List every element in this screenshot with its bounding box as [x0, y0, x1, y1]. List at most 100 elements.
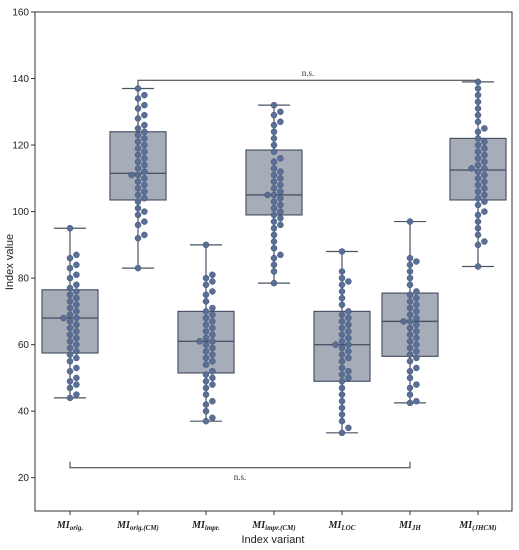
- boxes-layer: [41, 78, 507, 437]
- data-point: [202, 328, 210, 335]
- data-point: [202, 321, 210, 328]
- data-point: [481, 178, 488, 185]
- data-point: [134, 178, 142, 185]
- data-point: [66, 298, 74, 305]
- y-tick-label: 60: [18, 340, 30, 351]
- data-point: [209, 414, 216, 422]
- x-tick-label: MIorig.: [56, 520, 83, 532]
- data-point: [474, 168, 482, 175]
- data-point: [413, 301, 420, 308]
- data-point: [481, 158, 488, 165]
- data-point: [141, 155, 148, 162]
- data-point: [338, 371, 346, 378]
- data-point: [73, 348, 80, 355]
- data-point: [66, 318, 74, 325]
- data-point: [66, 384, 74, 392]
- data-point: [474, 263, 482, 270]
- data-point: [345, 308, 352, 315]
- data-point: [406, 331, 414, 338]
- box-group: [245, 101, 303, 287]
- data-point: [338, 351, 346, 358]
- data-point: [270, 185, 278, 192]
- x-tick-label: MIorig.(CM): [116, 520, 159, 532]
- data-point: [406, 304, 414, 312]
- y-tick-label: 160: [12, 8, 29, 19]
- data-point: [66, 304, 74, 312]
- data-point: [73, 328, 80, 335]
- data-point: [141, 128, 148, 136]
- data-point: [134, 138, 142, 145]
- data-point: [481, 165, 488, 172]
- data-point: [406, 261, 414, 269]
- x-tick-label: MIJH: [398, 520, 421, 532]
- data-point: [66, 224, 74, 232]
- x-tick-label: MILOC: [328, 520, 356, 532]
- data-point: [270, 191, 278, 199]
- data-point: [338, 268, 346, 275]
- data-point: [73, 288, 80, 295]
- data-point: [128, 171, 135, 179]
- data-point: [474, 85, 482, 92]
- bracket-line: [69, 461, 411, 469]
- data-point: [338, 301, 346, 308]
- data-point: [413, 258, 420, 265]
- data-point: [413, 314, 420, 322]
- data-point: [406, 254, 414, 262]
- data-point: [345, 334, 352, 342]
- data-point: [413, 348, 420, 355]
- data-point: [209, 331, 216, 338]
- data-point: [209, 381, 216, 388]
- y-tick-label: 120: [12, 141, 29, 152]
- x-axis: MIorig. MIorig.(CM) MIimpr. MIimpr.(CM) MILO…: [56, 511, 497, 532]
- data-point: [338, 338, 346, 345]
- data-point: [338, 274, 346, 282]
- data-point: [73, 261, 80, 269]
- data-point: [134, 158, 142, 165]
- data-point: [202, 274, 210, 282]
- box-group: [41, 224, 99, 402]
- data-point: [277, 175, 284, 182]
- data-point: [202, 407, 210, 415]
- data-point: [481, 171, 488, 179]
- data-point: [73, 294, 80, 302]
- data-point: [481, 238, 488, 245]
- data-point: [338, 411, 346, 418]
- data-point: [202, 334, 210, 342]
- box-group: [177, 241, 235, 425]
- data-point: [270, 158, 278, 165]
- data-point: [277, 221, 284, 229]
- box-group: [109, 85, 167, 272]
- y-tick-label: 40: [18, 407, 30, 418]
- data-point: [481, 198, 488, 205]
- data-point: [338, 324, 346, 332]
- data-point: [481, 138, 488, 145]
- data-point: [66, 291, 74, 299]
- data-point: [338, 318, 346, 325]
- data-point: [413, 288, 420, 295]
- data-point: [406, 374, 414, 382]
- data-point: [474, 155, 482, 162]
- bracket-line: [137, 79, 479, 87]
- data-point: [474, 141, 482, 149]
- data-point: [406, 324, 414, 332]
- data-point: [270, 148, 278, 155]
- data-point: [338, 384, 346, 392]
- data-point: [474, 128, 482, 136]
- data-point: [270, 218, 278, 225]
- data-point: [474, 201, 482, 209]
- data-point: [66, 331, 74, 338]
- data-point: [345, 374, 352, 382]
- data-point: [134, 95, 142, 102]
- data-point: [134, 151, 142, 159]
- significance-bracket: n.s.: [69, 461, 411, 482]
- x-tick-label-subscript: JH: [411, 524, 422, 532]
- data-point: [277, 208, 284, 215]
- data-point: [270, 254, 278, 262]
- x-tick-label-main: MI: [328, 520, 343, 531]
- data-point: [270, 231, 278, 239]
- data-point: [474, 135, 482, 142]
- data-point: [277, 118, 284, 126]
- data-point: [73, 364, 80, 372]
- bracket-label: n.s.: [302, 68, 315, 78]
- data-point: [413, 354, 420, 362]
